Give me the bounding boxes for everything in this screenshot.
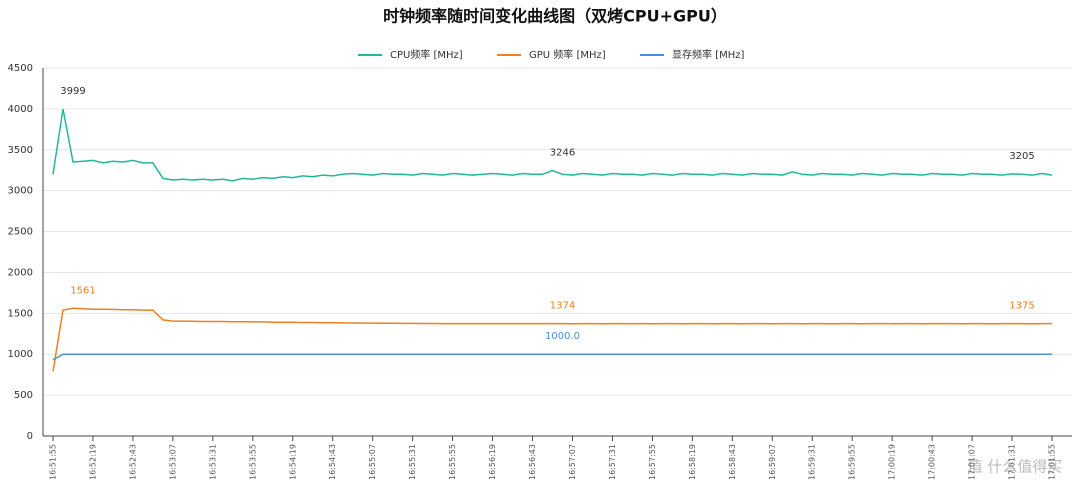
x-tick-label: 16:58:43 [728, 444, 737, 480]
data-label: 3999 [60, 86, 85, 97]
x-tick-label: 17:00:19 [888, 444, 897, 480]
y-tick-label: 4500 [8, 63, 33, 74]
y-tick-label: 500 [14, 390, 33, 401]
x-tick-label: 16:57:55 [648, 444, 657, 480]
x-tick-label: 16:58:19 [688, 444, 697, 480]
y-tick-label: 2500 [8, 227, 33, 238]
y-tick-label: 4000 [8, 104, 33, 115]
x-tick-label: 16:54:43 [328, 444, 337, 480]
x-tick-label: 17:01:07 [968, 444, 977, 480]
x-tick-label: 16:53:55 [248, 444, 257, 480]
x-tick-label: 16:52:19 [88, 444, 97, 480]
legend-label: 显存频率 [MHz] [672, 48, 744, 61]
x-tick-label: 16:57:07 [568, 444, 577, 480]
x-tick-label: 16:53:07 [168, 444, 177, 480]
x-tick-label: 16:55:31 [408, 444, 417, 480]
series-line [52, 353, 1052, 361]
legend-label: CPU频率 [MHz] [390, 48, 463, 61]
x-tick-label: 17:00:43 [928, 444, 937, 480]
x-tick-label: 16:55:55 [448, 444, 457, 480]
y-tick-label: 1500 [8, 308, 33, 319]
data-label: 1000.0 [545, 331, 580, 342]
data-label: 1561 [70, 285, 95, 296]
data-label: 3205 [1009, 151, 1034, 162]
series-line [52, 307, 1052, 372]
x-tick-label: 17:01:55 [1048, 444, 1057, 480]
x-tick-label: 16:59:07 [768, 444, 777, 480]
y-tick-label: 1000 [8, 349, 33, 360]
x-tick-label: 16:59:31 [808, 444, 817, 480]
data-label: 1374 [550, 301, 575, 312]
watermark: 值 什么值得买 [968, 458, 1063, 476]
x-tick-label: 16:54:19 [288, 444, 297, 480]
x-tick-label: 16:55:07 [368, 444, 377, 480]
y-tick-label: 3000 [8, 186, 33, 197]
y-tick-label: 2000 [8, 267, 33, 278]
y-tick-label: 0 [27, 431, 33, 442]
x-tick-label: 16:56:19 [488, 444, 497, 480]
x-tick-label: 16:59:55 [848, 444, 857, 480]
x-tick-label: 17:01:31 [1008, 444, 1017, 480]
x-tick-label: 16:51:55 [49, 444, 58, 480]
x-tick-label: 16:53:31 [208, 444, 217, 480]
legend-label: GPU 频率 [MHz] [529, 48, 606, 61]
data-label: 1375 [1009, 301, 1034, 312]
x-tick-label: 16:52:43 [128, 444, 137, 480]
data-label: 3246 [550, 148, 575, 159]
x-tick-label: 16:57:31 [608, 444, 617, 480]
series-line [52, 108, 1053, 182]
y-tick-label: 3500 [8, 145, 33, 156]
chart-title: 时钟频率随时间变化曲线图（双烤CPU+GPU） [383, 7, 727, 26]
x-tick-label: 16:56:43 [528, 444, 537, 480]
